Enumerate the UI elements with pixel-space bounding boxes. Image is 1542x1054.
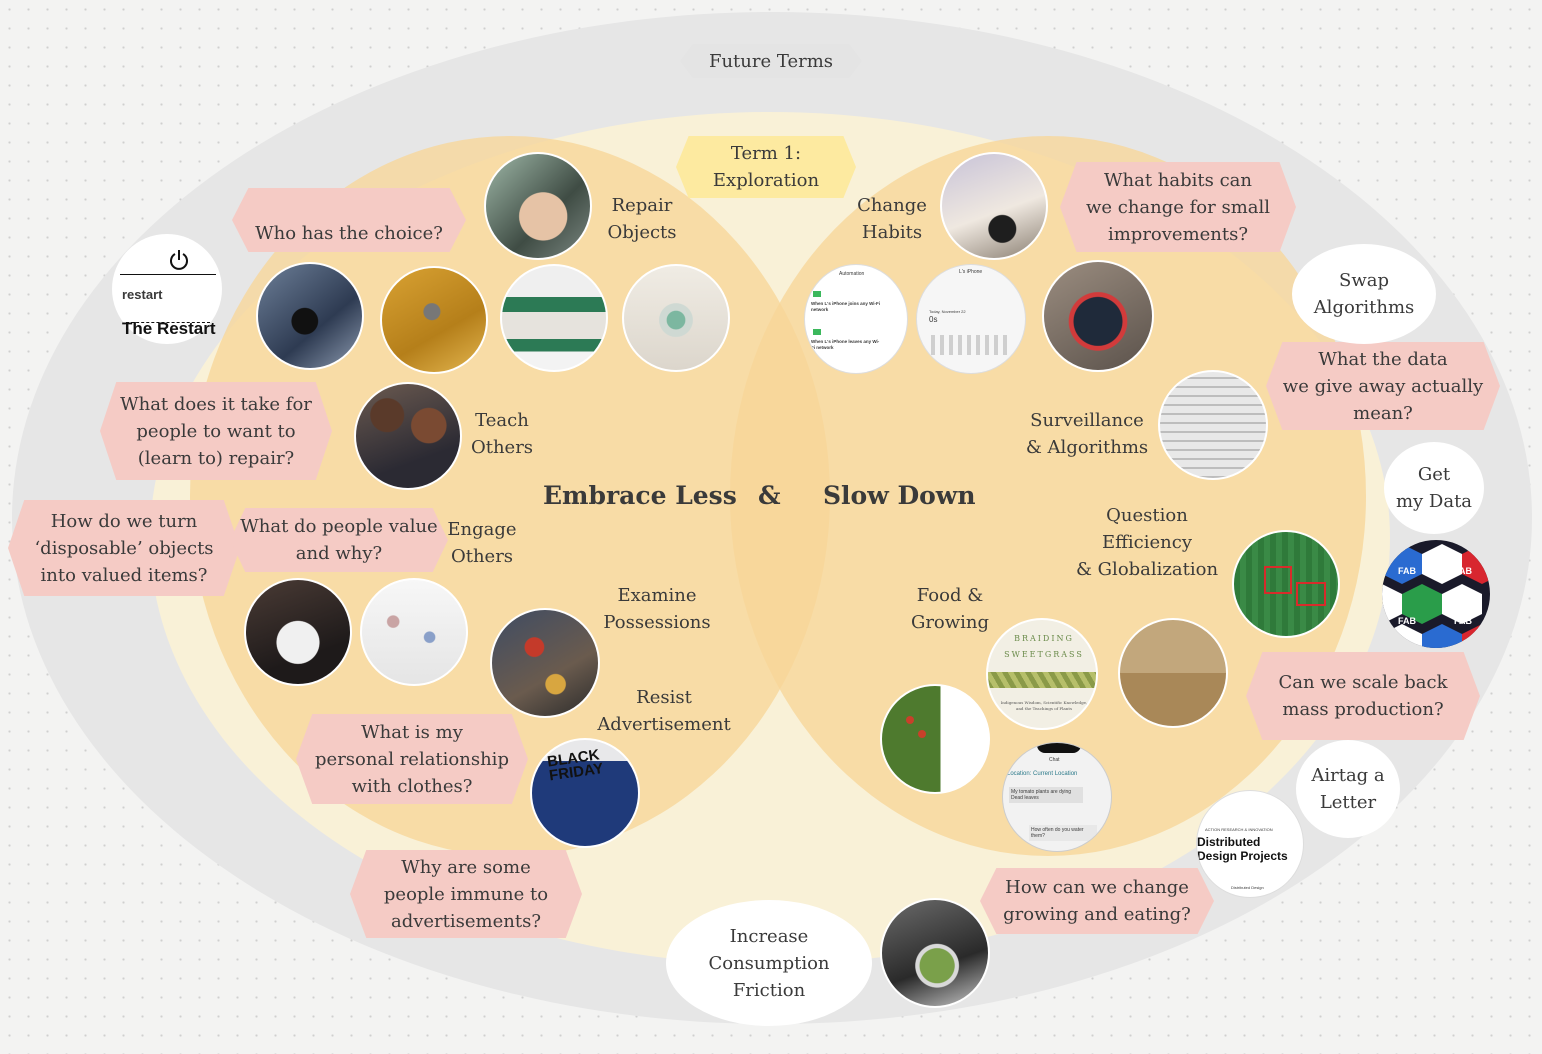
photo-black-friday: BLACK FRIDAY xyxy=(530,738,640,848)
question-choice-line1: Who has the choice? xyxy=(255,223,443,244)
question-repair: What does it take for people to want to … xyxy=(100,382,332,480)
chat-msg2: How often do you water them? xyxy=(1029,825,1097,841)
photo-teach-others xyxy=(354,382,462,490)
power-icon xyxy=(170,250,188,270)
svg-text:FAB: FAB xyxy=(1454,616,1473,626)
black-friday-text: BLACK FRIDAY xyxy=(546,746,605,785)
photo-chat: Chat Location: Current Location My tomat… xyxy=(1002,742,1112,852)
photo-braiding-sweetgrass: BRAIDING SWEETGRASS Indigenous Wisdom, S… xyxy=(986,618,1098,730)
photo-clothes-pile xyxy=(490,608,600,718)
label-change-habits: Change Habits xyxy=(857,195,927,243)
ampersand: & xyxy=(758,481,781,510)
screen-time-value: 0s xyxy=(929,315,938,324)
photo-change-habits xyxy=(940,152,1048,260)
chat-location: Location: Current Location xyxy=(1007,771,1078,777)
question-choice: Who has the choice? Who has no choice? xyxy=(232,188,466,252)
screen-time-title: L's iPhone xyxy=(959,269,983,275)
automation-title: Automation xyxy=(839,271,865,277)
chat-msg1: My tomato plants are dying Dead leaves xyxy=(1009,787,1083,803)
photo-screen-time: L's iPhone Today, November 22 0s xyxy=(916,264,1026,374)
label-surveillance: Surveillance & Algorithms xyxy=(1025,410,1149,458)
dd-footer: Distributed Design xyxy=(1231,885,1264,890)
label-engage-others: Engage Others xyxy=(447,519,517,567)
question-value: What do people value and why? xyxy=(230,508,448,572)
idea-consumption-friction: Increase Consumption Friction xyxy=(666,900,872,1026)
book-subtitle: Indigenous Wisdom, Scientific Knowledge,… xyxy=(1000,700,1088,711)
label-teach-others: Teach Others xyxy=(470,410,534,458)
label-food-growing: Food & Growing xyxy=(910,585,990,633)
slow-down-title: Slow Down xyxy=(823,481,976,510)
label-examine-possessions: Examine Possessions xyxy=(603,585,711,633)
photo-yellow-fabric xyxy=(380,266,488,374)
svg-text:FAB: FAB xyxy=(1398,566,1417,576)
fab-city-logo: FAB FAB FAB FAB FAB CITY xyxy=(1382,540,1490,648)
idea-swap-algorithms: Swap Algorithms xyxy=(1292,244,1436,344)
label-repair-objects: Repair Objects xyxy=(607,195,677,243)
screen-time-date: Today, November 22 xyxy=(929,309,966,314)
chat-title: Chat xyxy=(1049,757,1060,763)
question-immune: Why are some people immune to advertisem… xyxy=(350,850,582,938)
term1-tag: Term 1: Exploration xyxy=(676,136,856,198)
photo-green-drink xyxy=(880,898,990,1008)
idea-airtag-letter: Airtag a Letter xyxy=(1296,740,1400,838)
photo-efficiency-pcb xyxy=(1232,530,1340,638)
term1-label: Term 1: Exploration xyxy=(712,143,820,191)
automation-1: When L's iPhone joins any Wi-Fi network xyxy=(811,301,881,312)
photo-wireless-charger xyxy=(622,264,730,372)
question-scale: Can we scale back mass production? xyxy=(1246,652,1480,740)
photo-phone-case xyxy=(1042,260,1154,372)
book-title-2: SWEETGRASS xyxy=(1004,650,1084,659)
photo-phone-repair xyxy=(484,152,592,260)
question-growing: How can we change growing and eating? xyxy=(980,868,1214,934)
photo-workshop-table xyxy=(244,578,352,686)
question-data: What the data we give away actually mean… xyxy=(1266,342,1500,430)
dd-small-text: ACTION RESEARCH & INNOVATION xyxy=(1205,827,1273,832)
photo-boxes xyxy=(1118,618,1228,728)
photo-sketches xyxy=(360,578,468,686)
future-terms-label: Future Terms xyxy=(708,50,834,72)
idea-get-my-data: Get my Data xyxy=(1384,442,1484,534)
embrace-less-title: Embrace Less xyxy=(543,481,737,510)
future-terms-tag: Future Terms xyxy=(680,44,862,78)
question-clothes: What is my personal relationship with cl… xyxy=(296,714,528,804)
restart-small-text: restart xyxy=(122,287,163,302)
question-disposable: How do we turn ‘disposable’ objects into… xyxy=(8,500,240,596)
automation-2: When L's iPhone leaves any Wi-Fi network xyxy=(811,339,880,350)
book-title-1: BRAIDING xyxy=(1014,634,1074,643)
photo-green-device xyxy=(500,264,608,372)
distributed-design-logo: ACTION RESEARCH & INNOVATION Distributed… xyxy=(1196,790,1304,898)
question-habits: What habits can we change for small impr… xyxy=(1060,162,1296,252)
slow-down-circle xyxy=(730,136,1366,856)
restart-big-text: The Restart xyxy=(122,319,216,338)
dd-title: Distributed Design Projects xyxy=(1197,835,1288,863)
photo-jeans-patch xyxy=(256,262,364,370)
restart-logo: restart The Restart xyxy=(112,234,222,344)
label-question-efficiency: Question Efficiency & Globalization xyxy=(1075,505,1219,580)
svg-text:FAB: FAB xyxy=(1398,616,1417,626)
photo-automation: Automation When L's iPhone joins any Wi-… xyxy=(804,264,908,374)
photo-surveillance-notes xyxy=(1158,370,1268,480)
label-resist-advertisement: Resist Advertisement xyxy=(597,687,731,735)
photo-tomatoes xyxy=(880,684,990,794)
svg-text:FAB: FAB xyxy=(1454,566,1473,576)
